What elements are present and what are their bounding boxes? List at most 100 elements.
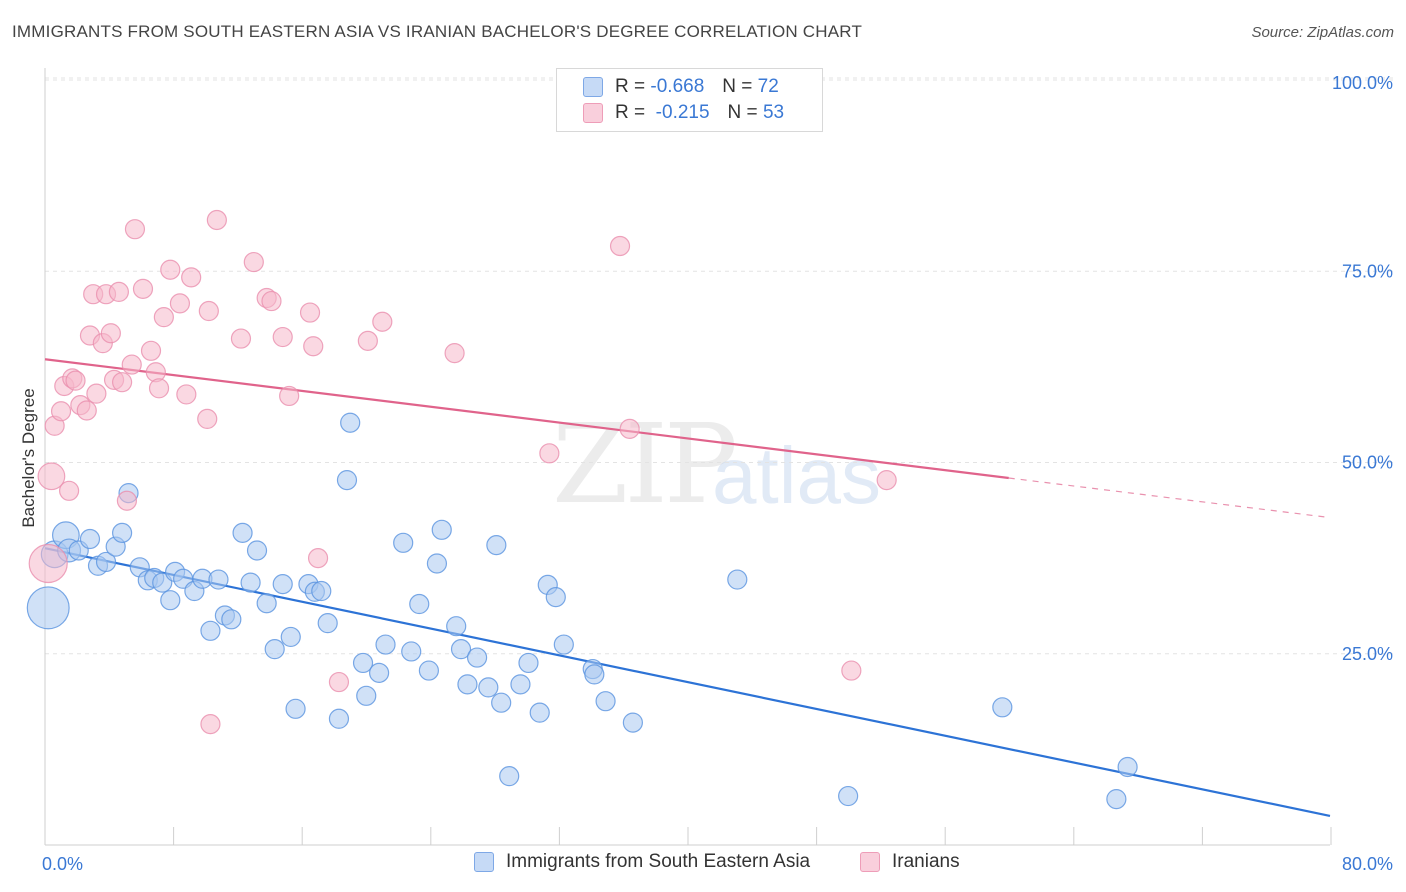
point-sea <box>426 553 448 574</box>
point-iranian <box>121 354 142 375</box>
point-sea <box>280 626 301 648</box>
point-sea <box>992 697 1013 718</box>
point-iranian <box>206 209 227 231</box>
point-sea <box>160 590 181 611</box>
point-sea <box>272 574 293 595</box>
series-legend-label: Iranians <box>892 851 960 872</box>
point-iranian <box>65 370 86 391</box>
point-iranian <box>148 378 170 399</box>
point-sea <box>401 641 422 662</box>
point-sea <box>26 586 70 630</box>
point-sea <box>727 569 748 590</box>
point-iranian <box>230 328 252 349</box>
legend-row-sea: R = -0.668 N = 72 <box>583 75 779 99</box>
point-sea <box>491 692 512 713</box>
point-sea <box>478 677 499 698</box>
point-sea <box>356 685 377 706</box>
point-iranian <box>153 307 174 328</box>
point-iranian <box>200 714 221 735</box>
trend-lines <box>44 358 1331 818</box>
point-iranian <box>279 385 300 407</box>
point-sea <box>264 639 285 660</box>
point-sea <box>529 702 550 723</box>
legend-n-label: N = <box>722 76 753 97</box>
axis-labels: 100.0% 75.0% 50.0% 25.0% 0.0% 80.0% Bachelor's… <box>19 73 1393 874</box>
legend-n-value: 53 <box>762 102 785 123</box>
point-sea <box>352 652 374 674</box>
series-legend-label: Immigrants from South Eastern Asia <box>506 851 811 872</box>
point-iranian <box>307 548 329 569</box>
point-sea <box>200 620 221 641</box>
point-iranian <box>243 251 264 273</box>
point-sea <box>246 540 268 561</box>
point-sea <box>446 616 467 637</box>
point-sea <box>418 660 439 681</box>
point-sea <box>499 766 520 787</box>
legend-r-label: R = <box>615 102 646 123</box>
trend-sea <box>44 547 1331 818</box>
y-tick-label: 50.0% <box>1342 453 1393 473</box>
point-sea <box>336 469 358 491</box>
point-iranian <box>50 401 72 422</box>
legend-r-label: R = <box>615 76 646 97</box>
watermark-zip: ZIP <box>552 400 738 528</box>
point-iranian <box>841 660 862 681</box>
point-sea <box>256 593 277 614</box>
point-iranian <box>197 408 218 429</box>
x-tick-label-min: 0.0% <box>42 854 83 874</box>
point-sea <box>486 535 507 556</box>
series-legend-sea[interactable]: Immigrants from South Eastern Asia <box>474 851 810 873</box>
point-iranian <box>303 336 324 357</box>
point-sea <box>510 674 531 695</box>
correlation-legend: R = -0.668 N = 72 R = -0.215 N = 53 <box>556 68 823 132</box>
point-iranian <box>132 278 154 299</box>
point-iranian <box>619 418 640 439</box>
series-legend-iranians[interactable]: Iranians <box>860 851 960 873</box>
point-iranian <box>76 400 97 421</box>
point-iranian <box>124 219 146 240</box>
point-iranian <box>444 343 465 364</box>
point-iranian <box>58 480 80 501</box>
data-points <box>26 209 1138 810</box>
point-iranian <box>100 323 121 344</box>
point-iranian <box>372 311 393 332</box>
point-sea <box>553 634 574 655</box>
point-sea <box>95 551 117 573</box>
point-sea <box>232 522 253 543</box>
point-iranian <box>876 469 897 491</box>
point-iranian <box>261 290 282 312</box>
point-sea <box>317 613 338 634</box>
legend-row-iranians: R = -0.215 N = 53 <box>583 101 784 125</box>
series-legend: Immigrants from South Eastern Asia Irani… <box>0 851 1406 877</box>
chart-title: IMMIGRANTS FROM SOUTH EASTERN ASIA VS IR… <box>12 22 863 41</box>
point-sea <box>328 708 350 729</box>
series-swatch-sea <box>474 852 494 872</box>
point-sea <box>375 634 396 655</box>
point-sea <box>622 712 643 733</box>
point-sea <box>1117 756 1138 778</box>
point-sea <box>79 528 101 550</box>
point-iranian <box>198 300 219 322</box>
y-axis-label: Bachelor's Degree <box>19 388 38 527</box>
point-sea <box>466 647 488 668</box>
x-tick-label-max: 80.0% <box>1342 854 1393 874</box>
legend-n-value: 72 <box>757 76 779 97</box>
point-iranian <box>160 259 181 280</box>
grid-lines <box>45 77 1395 655</box>
point-sea <box>340 412 361 433</box>
point-iranian <box>37 462 66 491</box>
series-sea-points <box>26 412 1138 810</box>
point-sea <box>595 691 616 712</box>
point-iranian <box>272 326 293 348</box>
point-iranian <box>181 267 202 288</box>
point-sea <box>457 674 478 695</box>
series-iranians-points <box>28 209 897 735</box>
point-sea <box>838 785 859 807</box>
point-iranian <box>108 281 129 303</box>
y-tick-label: 100.0% <box>1332 73 1393 93</box>
source-credit: Source: ZipAtlas.com <box>1251 24 1394 41</box>
point-iranian <box>539 443 560 464</box>
y-tick-label: 25.0% <box>1342 644 1393 664</box>
y-tick-label: 75.0% <box>1342 261 1393 281</box>
point-iranian <box>28 543 68 584</box>
